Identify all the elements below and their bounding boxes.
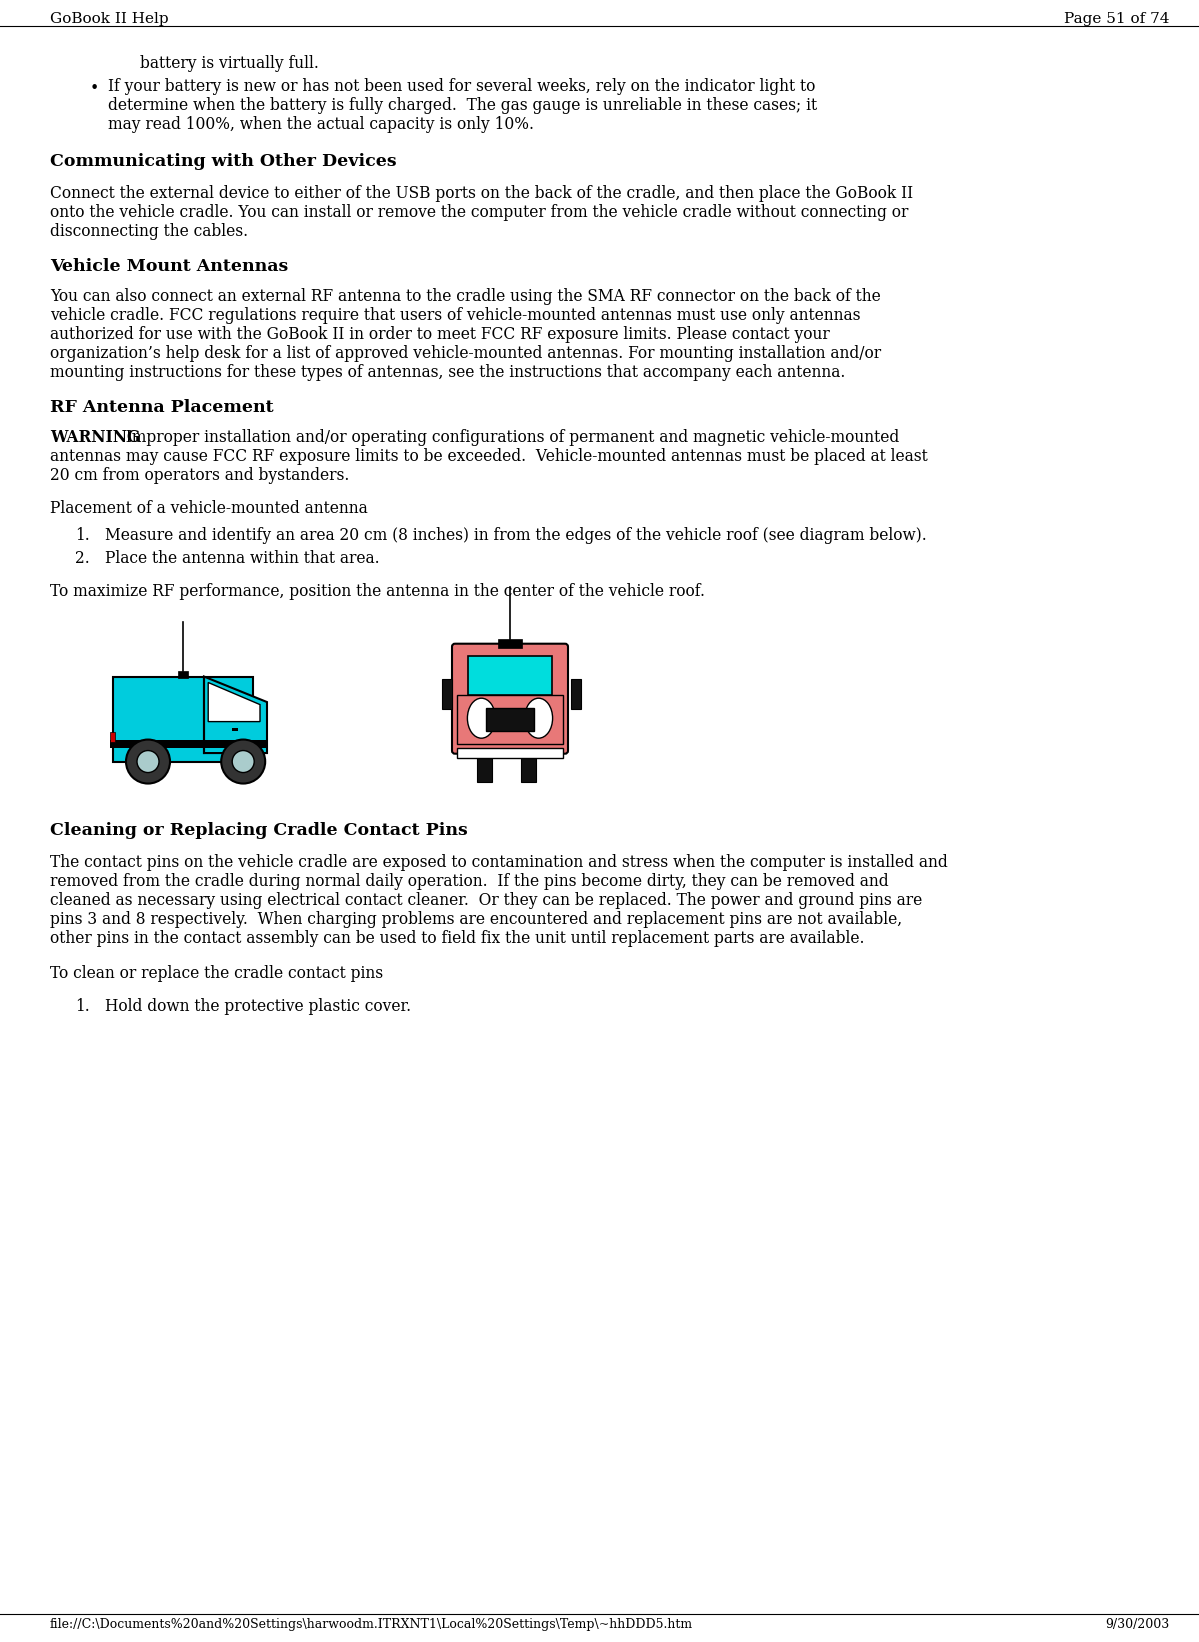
Ellipse shape — [468, 698, 495, 739]
Text: The contact pins on the vehicle cradle are exposed to contamination and stress w: The contact pins on the vehicle cradle a… — [50, 854, 947, 870]
Text: other pins in the contact assembly can be used to field fix the unit until repla: other pins in the contact assembly can b… — [50, 929, 864, 947]
Text: mounting instructions for these types of antennas, see the instructions that acc: mounting instructions for these types of… — [50, 365, 845, 381]
Bar — [522, 759, 536, 782]
Ellipse shape — [525, 698, 553, 739]
Text: may read 100%, when the actual capacity is only 10%.: may read 100%, when the actual capacity … — [108, 117, 534, 133]
FancyBboxPatch shape — [452, 644, 568, 754]
Text: Connect the external device to either of the USB ports on the back of the cradle: Connect the external device to either of… — [50, 186, 914, 202]
Bar — [110, 741, 267, 749]
Text: 1.: 1. — [76, 527, 90, 544]
Text: Measure and identify an area 20 cm (8 inches) in from the edges of the vehicle r: Measure and identify an area 20 cm (8 in… — [106, 527, 927, 544]
Text: You can also connect an external RF antenna to the cradle using the SMA RF conne: You can also connect an external RF ante… — [50, 287, 881, 305]
Text: If your battery is new or has not been used for several weeks, rely on the indic: If your battery is new or has not been u… — [108, 79, 815, 95]
Text: pins 3 and 8 respectively.  When charging problems are encountered and replaceme: pins 3 and 8 respectively. When charging… — [50, 911, 902, 928]
Bar — [110, 732, 115, 742]
Text: Cleaning or Replacing Cradle Contact Pins: Cleaning or Replacing Cradle Contact Pin… — [50, 823, 468, 839]
Bar — [571, 680, 580, 709]
Bar — [498, 639, 522, 647]
Text: onto the vehicle cradle. You can install or remove the computer from the vehicle: onto the vehicle cradle. You can install… — [50, 204, 909, 222]
Text: GoBook II Help: GoBook II Help — [50, 11, 169, 26]
Bar — [477, 759, 492, 782]
Text: Placement of a vehicle-mounted antenna: Placement of a vehicle-mounted antenna — [50, 501, 368, 517]
Text: 9/30/2003: 9/30/2003 — [1104, 1617, 1169, 1631]
Circle shape — [221, 739, 265, 783]
Text: Page 51 of 74: Page 51 of 74 — [1064, 11, 1169, 26]
Text: WARNING: WARNING — [50, 429, 140, 447]
Text: disconnecting the cables.: disconnecting the cables. — [50, 223, 248, 240]
Bar — [457, 695, 562, 744]
Bar — [177, 670, 188, 678]
Bar — [113, 677, 253, 762]
Text: antennas may cause FCC RF exposure limits to be exceeded.  Vehicle-mounted anten: antennas may cause FCC RF exposure limit… — [50, 448, 928, 465]
Bar — [457, 749, 562, 759]
Text: Improper installation and/or operating configurations of permanent and magnetic : Improper installation and/or operating c… — [116, 429, 899, 447]
Bar — [231, 727, 237, 731]
Polygon shape — [209, 683, 260, 721]
Text: Hold down the protective plastic cover.: Hold down the protective plastic cover. — [106, 998, 411, 1015]
Bar — [441, 680, 452, 709]
Text: removed from the cradle during normal daily operation.  If the pins become dirty: removed from the cradle during normal da… — [50, 874, 888, 890]
Text: 2.: 2. — [76, 550, 90, 566]
Bar — [468, 655, 552, 695]
Text: cleaned as necessary using electrical contact cleaner.  Or they can be replaced.: cleaned as necessary using electrical co… — [50, 892, 922, 910]
Text: To maximize RF performance, position the antenna in the center of the vehicle ro: To maximize RF performance, position the… — [50, 583, 705, 599]
Circle shape — [126, 739, 170, 783]
Text: •: • — [90, 80, 100, 97]
Bar — [486, 708, 535, 731]
Circle shape — [137, 750, 159, 772]
Text: battery is virtually full.: battery is virtually full. — [140, 54, 319, 72]
Text: 1.: 1. — [76, 998, 90, 1015]
Text: file://C:\Documents%20and%20Settings\harwoodm.ITRXNT1\Local%20Settings\Temp\~hhD: file://C:\Documents%20and%20Settings\har… — [50, 1617, 693, 1631]
Text: Communicating with Other Devices: Communicating with Other Devices — [50, 153, 397, 171]
Text: vehicle cradle. FCC regulations require that users of vehicle-mounted antennas m: vehicle cradle. FCC regulations require … — [50, 307, 861, 323]
Text: organization’s help desk for a list of approved vehicle-mounted antennas. For mo: organization’s help desk for a list of a… — [50, 345, 881, 361]
Text: Place the antenna within that area.: Place the antenna within that area. — [106, 550, 380, 566]
Circle shape — [233, 750, 254, 772]
Text: RF Antenna Placement: RF Antenna Placement — [50, 399, 273, 415]
Text: To clean or replace the cradle contact pins: To clean or replace the cradle contact p… — [50, 965, 384, 982]
Polygon shape — [204, 677, 267, 754]
Text: authorized for use with the GoBook II in order to meet FCC RF exposure limits. P: authorized for use with the GoBook II in… — [50, 327, 830, 343]
Text: 20 cm from operators and bystanders.: 20 cm from operators and bystanders. — [50, 466, 349, 484]
Text: determine when the battery is fully charged.  The gas gauge is unreliable in the: determine when the battery is fully char… — [108, 97, 818, 113]
Text: Vehicle Mount Antennas: Vehicle Mount Antennas — [50, 258, 288, 274]
